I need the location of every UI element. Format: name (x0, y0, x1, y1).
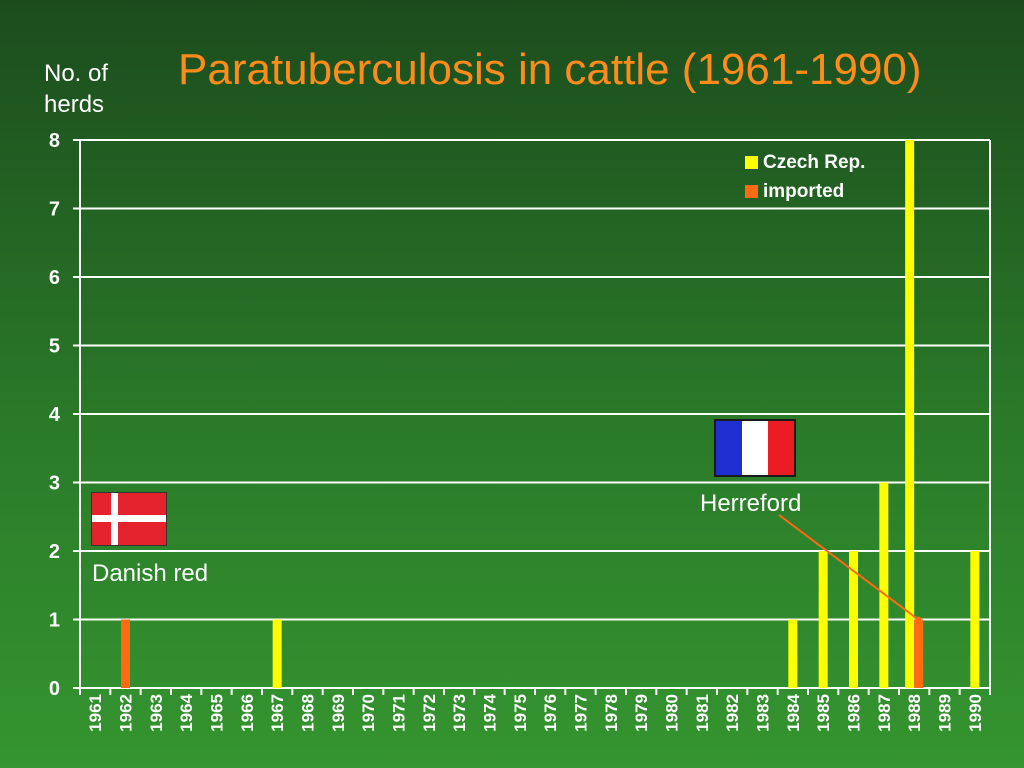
bar-czech-rep-1990 (970, 551, 980, 688)
x-tick-label-1961: 1961 (86, 694, 105, 732)
x-tick-label-1988: 1988 (905, 694, 924, 732)
legend-label-czech: Czech Rep. (763, 151, 866, 173)
x-tick-label-1984: 1984 (784, 693, 803, 731)
x-tick-label-1983: 1983 (754, 694, 773, 732)
y-tick-label-2: 2 (49, 541, 60, 563)
y-tick-label-1: 1 (49, 610, 60, 632)
bar-czech-rep-1988 (905, 140, 915, 688)
x-tick-label-1978: 1978 (602, 694, 621, 732)
x-tick-label-1973: 1973 (450, 694, 469, 732)
x-tick-label-1962: 1962 (117, 694, 136, 732)
legend-swatch-imported (745, 185, 758, 198)
legend: Czech Rep. imported (745, 148, 865, 206)
x-tick-label-1970: 1970 (359, 694, 378, 732)
x-tick-label-1985: 1985 (814, 694, 833, 732)
france-flag-white (742, 421, 768, 475)
x-tick-label-1964: 1964 (177, 693, 196, 731)
x-tick-label-1965: 1965 (208, 694, 227, 732)
annotation-danish-red: Danish red (92, 560, 209, 587)
y-axis-label: No. of herds (44, 60, 109, 118)
y-tick-label-5: 5 (49, 336, 60, 358)
x-tick-label-1971: 1971 (390, 694, 409, 732)
x-tick-label-1989: 1989 (936, 694, 955, 732)
x-tick-label-1987: 1987 (875, 694, 894, 732)
x-tick-label-1972: 1972 (420, 694, 439, 732)
hereford-arrow-head (915, 616, 922, 623)
bar-imported-1962 (121, 619, 130, 688)
x-tick-label-1975: 1975 (511, 694, 530, 732)
y-tick-label-0: 0 (49, 678, 60, 700)
bar-czech-rep-1987 (879, 482, 889, 688)
denmark-flag-cross-horizontal (92, 515, 166, 522)
bar-czech-rep-1985 (818, 551, 828, 688)
x-tick-label-1966: 1966 (238, 694, 257, 732)
bar-imported-1988 (914, 619, 924, 688)
legend-item-imported: imported (745, 177, 865, 206)
bar-czech-rep-1984 (788, 619, 798, 688)
france-flag-red (768, 421, 794, 475)
legend-item-czech: Czech Rep. (745, 148, 865, 177)
x-tick-label-1963: 1963 (147, 694, 166, 732)
x-tick-label-1980: 1980 (663, 694, 682, 732)
x-tick-label-1968: 1968 (299, 694, 318, 732)
x-tick-label-1974: 1974 (481, 693, 500, 731)
x-tick-label-1976: 1976 (541, 694, 560, 732)
legend-swatch-czech (745, 156, 758, 169)
x-tick-label-1967: 1967 (268, 694, 287, 732)
x-tick-label-1981: 1981 (693, 694, 712, 732)
x-tick-label-1990: 1990 (966, 694, 985, 732)
y-tick-label-6: 6 (49, 267, 60, 289)
y-tick-label-4: 4 (49, 404, 61, 426)
france-flag-blue (716, 421, 742, 475)
bar-czech-rep-1986 (849, 551, 858, 688)
france-flag (714, 419, 796, 477)
x-tick-label-1969: 1969 (329, 694, 348, 732)
hereford-arrow (778, 514, 919, 621)
chart-title: Paratuberculosis in cattle (1961-1990) (178, 45, 922, 94)
bar-czech-rep-1967 (272, 619, 282, 688)
y-tick-label-7: 7 (49, 199, 60, 221)
x-tick-label-1986: 1986 (845, 694, 864, 732)
denmark-flag (91, 492, 167, 546)
y-tick-label-3: 3 (49, 473, 60, 495)
annotation-hereford: Herreford (700, 490, 802, 517)
x-tick-label-1979: 1979 (632, 694, 651, 732)
x-tick-label-1982: 1982 (723, 694, 742, 732)
y-tick-label-8: 8 (49, 130, 60, 152)
x-tick-label-1977: 1977 (572, 694, 591, 732)
legend-label-imported: imported (763, 180, 845, 202)
